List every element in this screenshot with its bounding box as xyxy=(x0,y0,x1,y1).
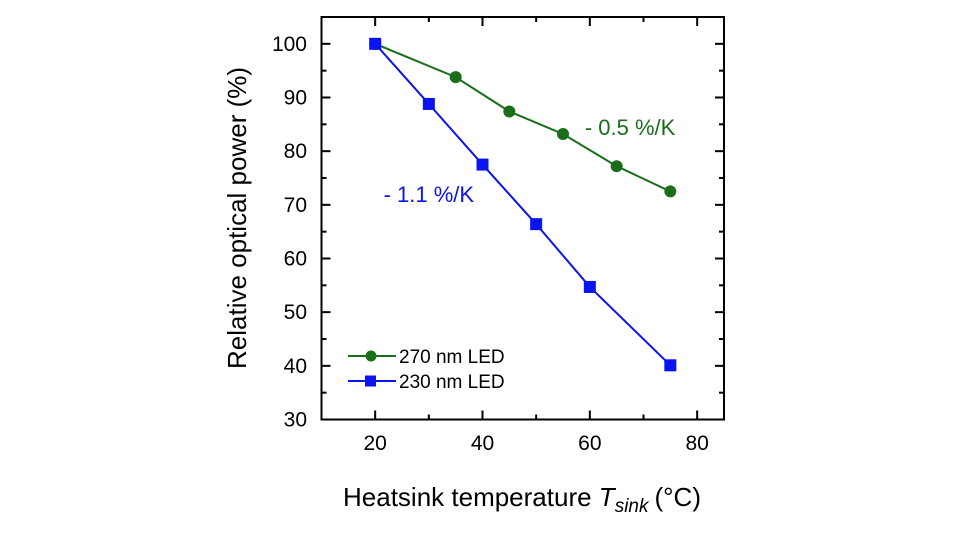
annotations: - 0.5 %/K - 1.1 %/K xyxy=(384,115,676,207)
data-point-circle xyxy=(503,105,516,118)
data-point-circle xyxy=(664,185,677,198)
slope-annotation: - 0.5 %/K xyxy=(585,115,676,140)
series-line-1 xyxy=(374,43,672,367)
series-lines xyxy=(374,42,672,367)
x-axis-label-unit: (°C) xyxy=(654,482,701,512)
series-line-0 xyxy=(374,42,671,193)
legend-label: 270 nm LED xyxy=(399,347,505,368)
y-tick-label: 50 xyxy=(284,301,307,324)
y-tick-label: 60 xyxy=(284,248,307,271)
data-point-circle xyxy=(557,127,569,140)
data-point-square xyxy=(664,359,677,372)
data-point-circle xyxy=(449,71,462,84)
x-axis-label-subscript: sink xyxy=(615,496,650,517)
legend: 270 nm LED 230 nm LED xyxy=(348,347,505,393)
y-tick-label: 100 xyxy=(272,33,307,56)
tick-labels: 20 40 60 80 30 40 50 60 70 80 90 100 xyxy=(272,33,709,455)
legend-marker-circle xyxy=(365,350,377,362)
slope-annotation: - 1.1 %/K xyxy=(384,182,475,207)
x-axis-label-text: Heatsink temperature xyxy=(343,482,592,512)
y-tick-label: 30 xyxy=(284,409,307,432)
data-point-square xyxy=(476,158,489,171)
y-tick-label: 40 xyxy=(284,355,307,378)
legend-label: 230 nm LED xyxy=(399,372,505,393)
x-tick-label: 80 xyxy=(685,432,708,455)
x-axis-label-symbol: T xyxy=(599,482,617,512)
y-tick-label: 70 xyxy=(284,194,307,217)
y-axis-label: Relative optical power (%) xyxy=(222,67,252,369)
x-tick-label: 20 xyxy=(363,432,386,455)
series-markers xyxy=(369,37,677,372)
x-axis-label: Heatsink temperature Tsink (°C) xyxy=(343,482,701,517)
x-tick-label: 40 xyxy=(471,432,494,455)
x-tick-label: 60 xyxy=(578,432,601,455)
data-point-square xyxy=(369,37,382,50)
data-point-square xyxy=(422,97,435,110)
data-point-square xyxy=(530,218,543,231)
data-point-square xyxy=(583,280,596,293)
legend-marker-square xyxy=(365,375,376,387)
y-tick-label: 80 xyxy=(284,140,307,163)
data-point-circle xyxy=(610,160,623,173)
plot-frame xyxy=(320,16,725,421)
y-tick-label: 90 xyxy=(284,87,307,110)
